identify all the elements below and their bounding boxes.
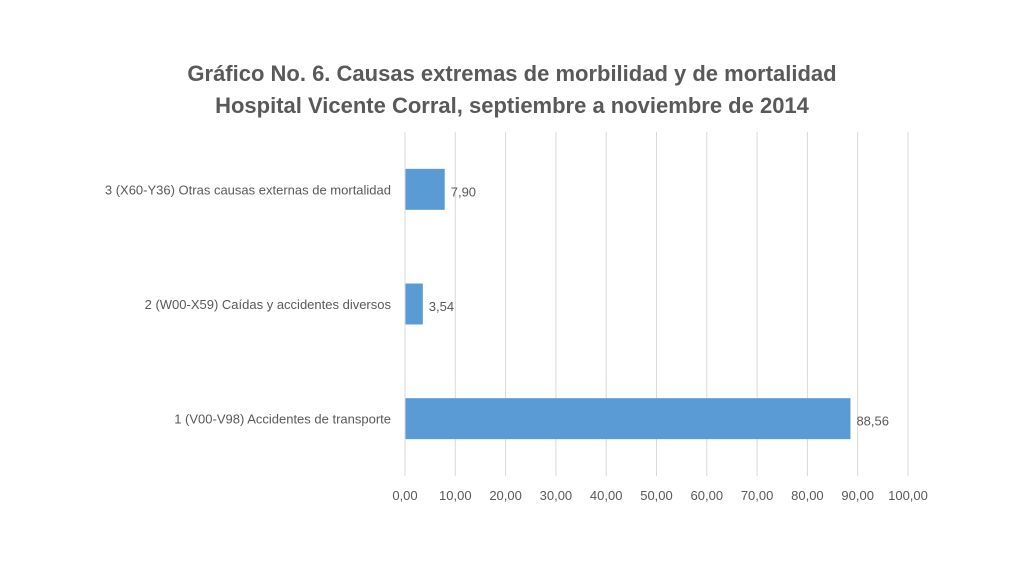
chart-title-line-2: Hospital Vicente Corral, septiembre a no… (215, 93, 809, 118)
x-tick-label: 20,00 (489, 488, 522, 503)
data-label: 88,56 (856, 414, 889, 429)
x-tick-label: 70,00 (741, 488, 774, 503)
category-label: 2 (W00-X59) Caídas y accidentes diversos (145, 297, 392, 312)
bar (405, 398, 851, 440)
category-label: 1 (V00-V98) Accidentes de transporte (174, 412, 391, 427)
x-tick-label: 80,00 (791, 488, 824, 503)
x-tick-label: 0,00 (392, 488, 417, 503)
x-tick-label: 40,00 (590, 488, 623, 503)
x-tick-label: 100,00 (888, 488, 928, 503)
x-tick-label: 90,00 (841, 488, 874, 503)
x-tick-label: 30,00 (540, 488, 573, 503)
data-label: 7,90 (451, 184, 476, 199)
data-label: 3,54 (429, 299, 454, 314)
bar (405, 168, 445, 210)
chart-title: Gráfico No. 6. Causas extremas de morbil… (0, 58, 1024, 122)
bar (405, 283, 423, 325)
chart-title-line-1: Gráfico No. 6. Causas extremas de morbil… (187, 61, 837, 86)
x-tick-label: 50,00 (640, 488, 673, 503)
x-tick-label: 10,00 (439, 488, 472, 503)
category-label: 3 (X60-Y36) Otras causas externas de mor… (105, 182, 391, 197)
x-tick-label: 60,00 (691, 488, 724, 503)
